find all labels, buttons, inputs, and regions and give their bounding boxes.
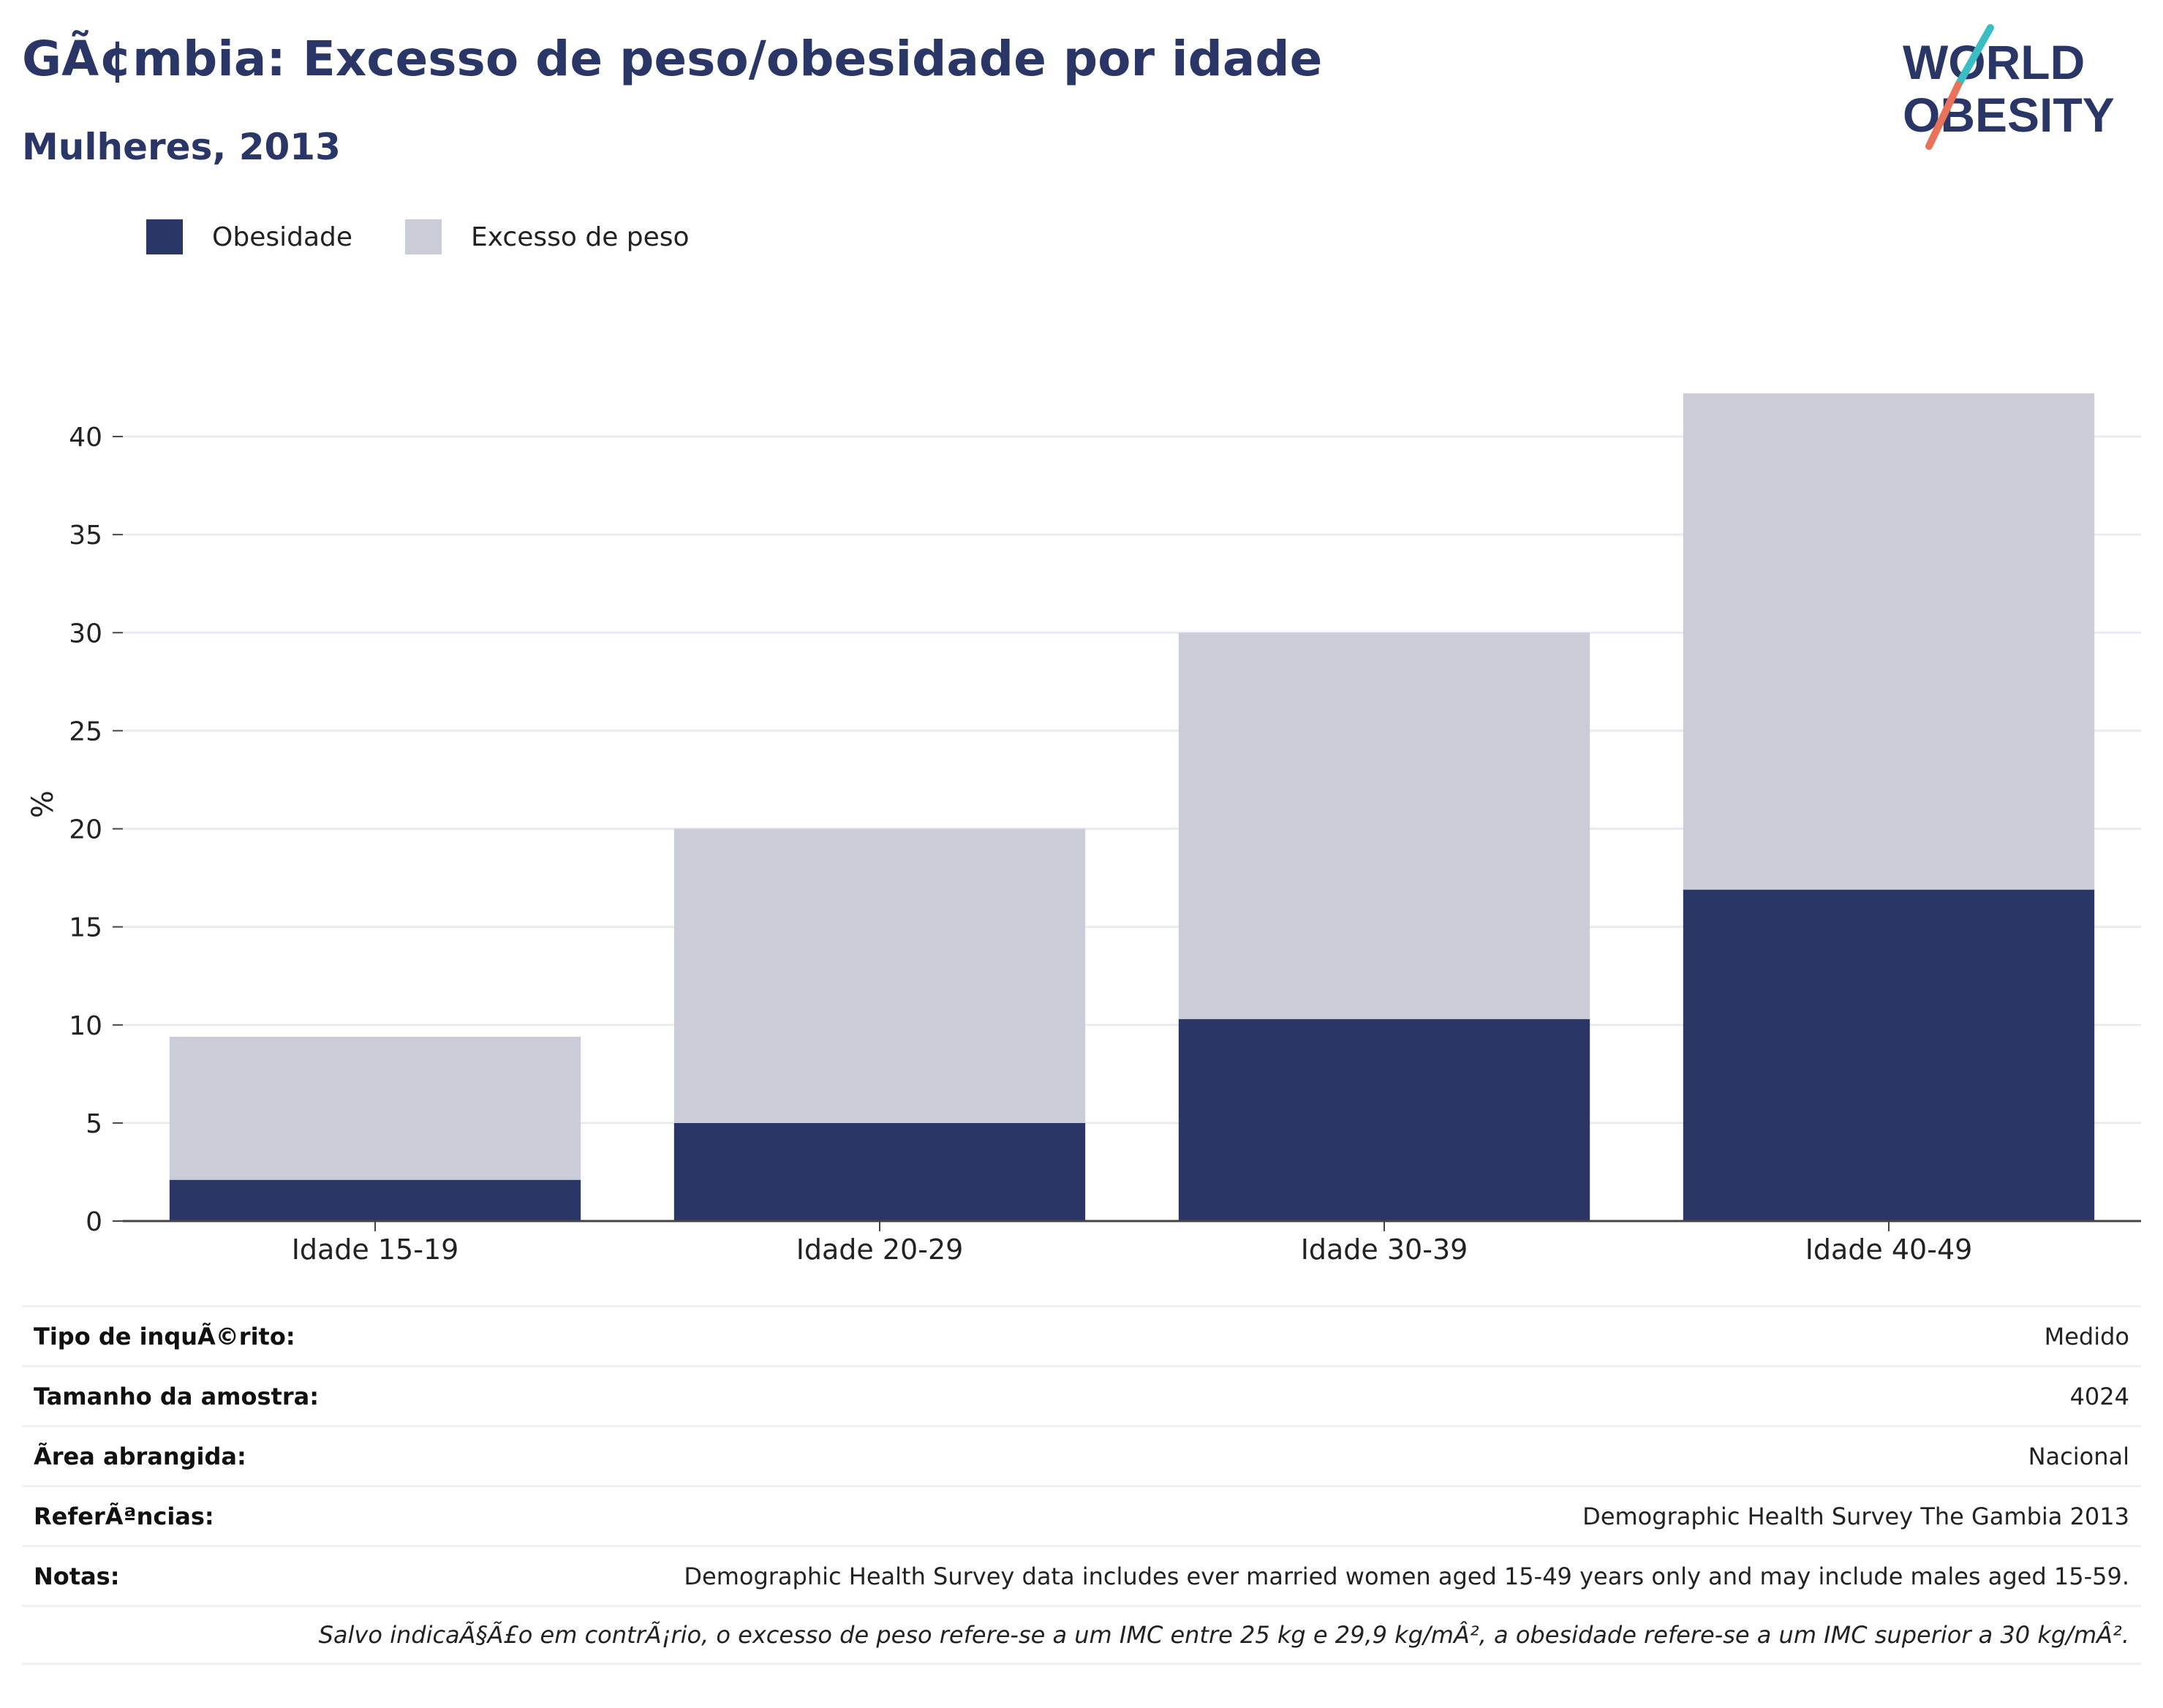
y-tick-label: 0: [86, 1207, 102, 1237]
y-tick-label: 5: [86, 1109, 102, 1139]
y-tick-label: 25: [69, 717, 102, 747]
bar-excesso-de-peso[interactable]: [1179, 632, 1590, 1019]
page-subtitle: Mulheres, 2013: [22, 126, 341, 168]
info-label: Tipo de inquÃ©rito:: [34, 1323, 295, 1350]
info-row: Tamanho da amostra: 4024: [22, 1365, 2141, 1425]
info-footnote: Salvo indicaÃ§Ã£o em contrÃ¡rio, o exces…: [319, 1621, 2129, 1649]
bar-chart: 0 5 10 15 20 25 30 35 40% Idade 15-19 Idade 20-29 I…: [0, 278, 2163, 1280]
info-label: Notas:: [34, 1562, 120, 1590]
info-row: ReferÃªncias: Demographic Health Survey T…: [22, 1485, 2141, 1545]
chart-legend: Obesidade Excesso de peso: [146, 216, 742, 257]
x-tick-label: Idade 40-49: [1805, 1233, 1973, 1266]
info-row: Ã rea abrangida: Nacional: [22, 1425, 2141, 1485]
x-tick-label: Idade 30-39: [1301, 1233, 1468, 1266]
info-label: Ã rea abrangida:: [34, 1443, 246, 1470]
bar-obesidade[interactable]: [1179, 1019, 1590, 1221]
x-tick-label: Idade 15-19: [292, 1233, 459, 1266]
y-tick-label: 10: [69, 1011, 102, 1041]
y-tick-label: 40: [69, 423, 102, 453]
info-value: Demographic Health Survey data includes …: [684, 1562, 2129, 1590]
bar-excesso-de-peso[interactable]: [1683, 393, 2094, 890]
logo-line1: WORLD: [1903, 35, 2085, 89]
legend-swatch-excesso-de-peso: [405, 219, 442, 254]
info-value: Medido: [2045, 1323, 2129, 1350]
legend-label-excesso-de-peso: Excesso de peso: [471, 222, 690, 252]
world-obesity-logo: WORLD OBESITY: [1901, 22, 2150, 154]
y-tick-label: 35: [69, 521, 102, 551]
info-value: 4024: [2070, 1383, 2129, 1410]
x-tick-label: Idade 20-29: [796, 1233, 964, 1266]
bar-obesidade[interactable]: [1683, 890, 2094, 1221]
info-label: Tamanho da amostra:: [34, 1383, 319, 1410]
y-axis-label: %: [26, 790, 60, 818]
legend-label-obesidade: Obesidade: [212, 222, 352, 252]
info-value: Nacional: [2028, 1443, 2129, 1470]
info-footnote-row: Salvo indicaÃ§Ã£o em contrÃ¡rio, o exces…: [22, 1605, 2141, 1665]
legend-item-excesso-de-peso[interactable]: Excesso de peso: [405, 219, 690, 254]
page-title: GÃ¢mbia: Excesso de peso/obesidade por i…: [22, 31, 1322, 87]
info-row: Notas: Demographic Health Survey data inc…: [22, 1545, 2141, 1605]
legend-item-obesidade[interactable]: Obesidade: [146, 219, 352, 254]
y-tick-label: 20: [69, 815, 102, 845]
info-value: Demographic Health Survey The Gambia 201…: [1582, 1503, 2129, 1530]
bar-obesidade[interactable]: [170, 1180, 581, 1221]
info-table: Tipo de inquÃ©rito: Medido Tamanho da amos…: [22, 1305, 2141, 1665]
y-tick-label: 30: [69, 619, 102, 649]
info-row: Tipo de inquÃ©rito: Medido: [22, 1305, 2141, 1365]
bar-obesidade[interactable]: [674, 1123, 1085, 1221]
info-label: ReferÃªncias:: [34, 1503, 214, 1530]
bars: [170, 393, 2094, 1221]
legend-swatch-obesidade: [146, 219, 183, 254]
bar-excesso-de-peso[interactable]: [170, 1037, 581, 1180]
bar-excesso-de-peso[interactable]: [674, 829, 1085, 1123]
y-tick-label: 15: [69, 913, 102, 943]
